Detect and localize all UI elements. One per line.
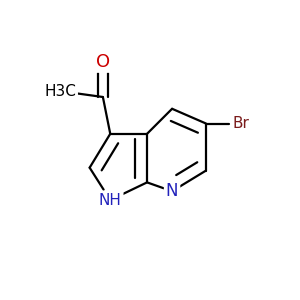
Text: NH: NH	[99, 193, 122, 208]
Text: O: O	[96, 53, 110, 71]
Text: N: N	[166, 182, 178, 200]
Text: Br: Br	[233, 116, 250, 131]
Text: H3C: H3C	[44, 84, 76, 99]
